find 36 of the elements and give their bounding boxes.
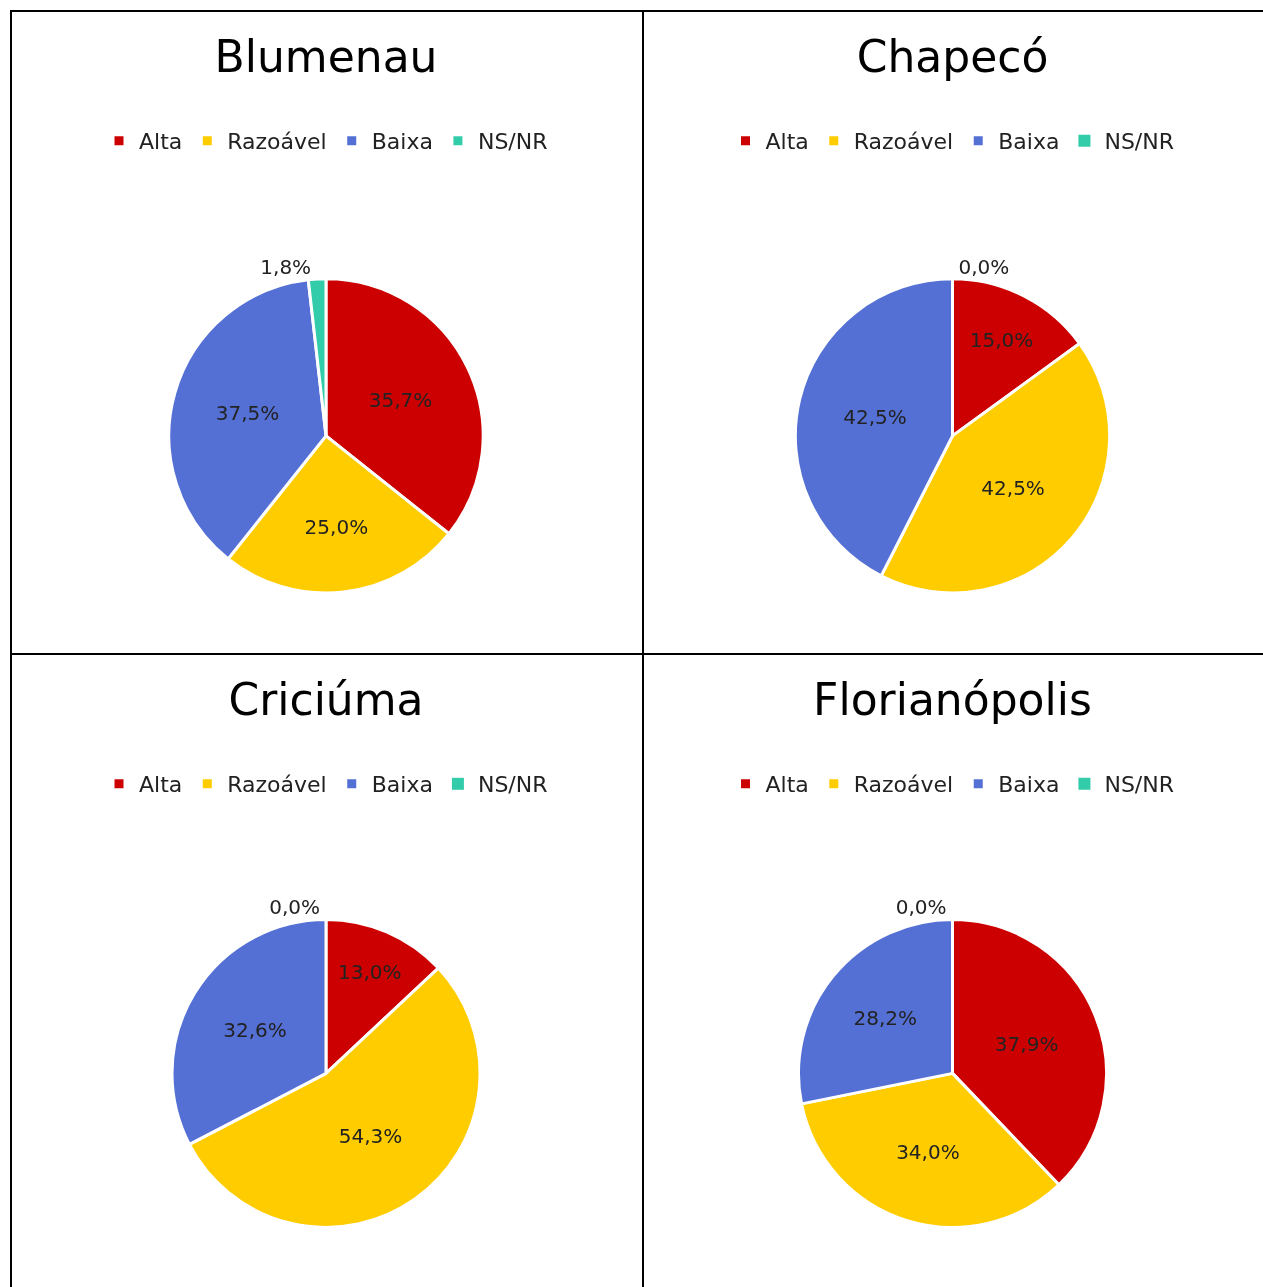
text: 0,0% [958, 254, 1010, 279]
chart-title: Chapecó [856, 31, 1049, 83]
text: 0,0% [895, 895, 947, 920]
data-label: 25,0% [304, 515, 369, 540]
data-label: 35,7% [368, 387, 433, 412]
legend-label: NS/NR [477, 129, 548, 155]
data-label: 13,0% [338, 960, 402, 985]
chart-title: Criciúma [228, 673, 424, 725]
data-label: 32,6% [223, 1018, 287, 1043]
text: 0,0% [269, 895, 320, 920]
data-label: 34,0% [896, 1139, 960, 1164]
legend-label: Baixa [998, 772, 1060, 798]
legend-label: Razoável [853, 129, 954, 155]
legend-label: Baixa [998, 129, 1060, 155]
chart-title: Florianópolis [813, 673, 1092, 725]
legend-label: Alta [139, 129, 183, 155]
legend-label: Razoável [227, 129, 327, 155]
legend-label: Alta [765, 129, 809, 155]
legend-label: Alta [139, 772, 183, 798]
data-label: 42,5% [981, 475, 1045, 500]
legend-label: Razoável [227, 772, 327, 798]
legend-label: NS/NR [1104, 772, 1174, 798]
legend-label: NS/NR [477, 772, 548, 798]
data-label: 15,0% [969, 327, 1034, 352]
data-label: 37,9% [994, 1031, 1059, 1056]
data-label: 1,8% [260, 255, 312, 280]
data-label: 28,2% [853, 1006, 918, 1031]
legend-label: Razoável [853, 772, 954, 798]
legend-label: NS/NR [1104, 129, 1174, 155]
data-label: 42,5% [843, 405, 907, 430]
data-label: 54,3% [338, 1124, 403, 1149]
legend-label: Baixa [371, 772, 433, 798]
legend-label: Baixa [371, 129, 433, 155]
legend-label: Alta [765, 772, 809, 798]
data-label: 37,5% [215, 401, 280, 426]
chart-title: Blumenau [214, 31, 438, 83]
